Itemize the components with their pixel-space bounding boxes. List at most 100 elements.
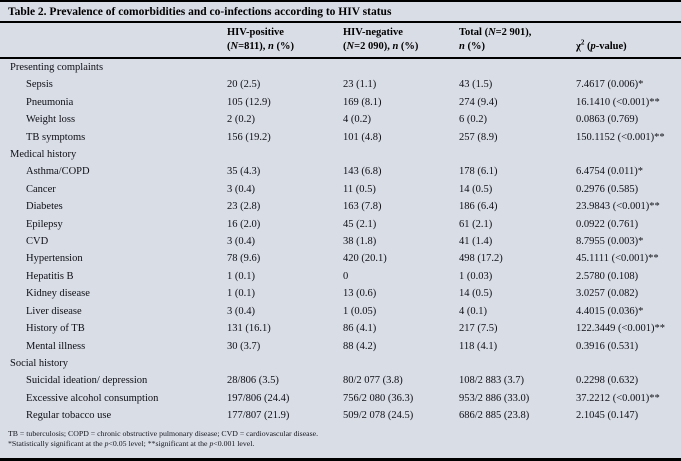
cell-hiv-positive: 30 (3.7) xyxy=(227,340,261,352)
cell-total: 14 (0.5) xyxy=(459,288,493,300)
cell-total: 4 (0.1) xyxy=(459,305,487,317)
cell-chi-square: 150.1152 (<0.001)** xyxy=(576,131,665,143)
section-row: Presenting complaints xyxy=(0,58,681,76)
cell-hiv-negative: 509/2 078 (24.5) xyxy=(343,410,414,422)
cell-chi-square: 23.9843 (<0.001)** xyxy=(576,201,660,213)
cell-hiv-positive: 177/807 (21.9) xyxy=(227,410,290,422)
row-label: Pneumonia xyxy=(26,96,74,108)
header-chi-square: χ2 (p-value) xyxy=(566,23,681,59)
table-row: Mental illness 30 (3.7) 88 (4.2) 118 (4.1) 0… xyxy=(0,338,681,355)
cell-chi-square: 4.4015 (0.036)* xyxy=(576,305,644,317)
cell-total: 6 (0.2) xyxy=(459,114,487,126)
cell-total: 186 (6.4) xyxy=(459,201,498,213)
row-label: Weight loss xyxy=(26,114,76,126)
section-label: Medical history xyxy=(10,149,77,161)
table-row: Regular tobacco use 177/807 (21.9) 509/2 0… xyxy=(0,407,681,424)
cell-hiv-negative: 1 (0.05) xyxy=(343,305,377,317)
cell-hiv-negative: 13 (0.6) xyxy=(343,288,377,300)
cell-total: 217 (7.5) xyxy=(459,323,498,335)
cell-total: 498 (17.2) xyxy=(459,253,503,265)
row-label: Excessive alcohol consumption xyxy=(26,392,159,404)
cell-hiv-positive: 131 (16.1) xyxy=(227,323,271,335)
row-label: Mental illness xyxy=(26,340,86,352)
footnote-abbreviations: TB = tuberculosis; COPD = chronic obstru… xyxy=(8,428,319,438)
cell-hiv-negative: 80/2 077 (3.8) xyxy=(343,375,403,387)
table-title: Table 2. Prevalence of comorbidities and… xyxy=(0,2,681,23)
row-label: Epilepsy xyxy=(26,218,63,230)
cell-chi-square: 0.0922 (0.761) xyxy=(576,218,639,230)
cell-total: 108/2 883 (3.7) xyxy=(459,375,525,387)
row-label: TB symptoms xyxy=(26,131,86,143)
table-row: Liver disease 3 (0.4) 1 (0.05) 4 (0.1) 4.401… xyxy=(0,303,681,320)
cell-hiv-negative: 23 (1.1) xyxy=(343,79,377,91)
cell-hiv-negative: 86 (4.1) xyxy=(343,323,377,335)
cell-total: 686/2 885 (23.8) xyxy=(459,410,530,422)
table-row: Pneumonia 105 (12.9) 169 (8.1) 274 (9.4) 16.… xyxy=(0,94,681,111)
table-footnotes: TB = tuberculosis; COPD = chronic obstru… xyxy=(0,425,681,450)
cell-total: 61 (2.1) xyxy=(459,218,493,230)
cell-chi-square: 2.1045 (0.147) xyxy=(576,410,639,422)
header-empty xyxy=(0,23,217,59)
cell-hiv-positive: 23 (2.8) xyxy=(227,201,261,213)
header-hiv-positive-line1: HIV-positive xyxy=(227,27,284,38)
table-row: Cancer 3 (0.4) 11 (0.5) 14 (0.5) 0.2976 (0.5… xyxy=(0,181,681,198)
cell-hiv-negative: 143 (6.8) xyxy=(343,166,382,178)
section-row: Medical history xyxy=(0,146,681,163)
header-total: Total (N=2 901), n (%) xyxy=(449,23,566,59)
cell-hiv-negative: 0 xyxy=(343,270,349,282)
table-row: Weight loss 2 (0.2) 4 (0.2) 6 (0.2) 0.0863 (… xyxy=(0,111,681,128)
section-row: Social history xyxy=(0,355,681,372)
cell-total: 178 (6.1) xyxy=(459,166,498,178)
row-label: Liver disease xyxy=(26,305,82,317)
cell-total: 43 (1.5) xyxy=(459,79,493,91)
row-label: History of TB xyxy=(26,323,85,335)
cell-hiv-positive: 156 (19.2) xyxy=(227,131,271,143)
cell-hiv-negative: 420 (20.1) xyxy=(343,253,387,265)
cell-hiv-positive: 1 (0.1) xyxy=(227,270,255,282)
cell-hiv-positive: 35 (4.3) xyxy=(227,166,261,178)
cell-hiv-positive: 3 (0.4) xyxy=(227,183,255,195)
cell-chi-square: 0.2298 (0.632) xyxy=(576,375,639,387)
table-row: CVD 3 (0.4) 38 (1.8) 41 (1.4) 8.7955 (0.003)… xyxy=(0,233,681,250)
cell-chi-square: 6.4754 (0.011)* xyxy=(576,166,643,178)
header-hiv-negative: HIV-negative (N=2 090), n (%) xyxy=(333,23,449,59)
cell-chi-square: 3.0257 (0.082) xyxy=(576,288,639,300)
row-label: Hepatitis B xyxy=(26,270,74,282)
cell-chi-square: 37.2212 (<0.001)** xyxy=(576,392,660,404)
cell-hiv-negative: 163 (7.8) xyxy=(343,201,382,213)
cell-hiv-positive: 3 (0.4) xyxy=(227,236,255,248)
cell-hiv-positive: 78 (9.6) xyxy=(227,253,261,265)
section-label: Social history xyxy=(10,357,69,369)
cell-hiv-positive: 105 (12.9) xyxy=(227,96,271,108)
cell-hiv-positive: 20 (2.5) xyxy=(227,79,261,91)
cell-total: 257 (8.9) xyxy=(459,131,498,143)
cell-hiv-positive: 16 (2.0) xyxy=(227,218,261,230)
row-label: Kidney disease xyxy=(26,288,90,300)
cell-chi-square: 8.7955 (0.003)* xyxy=(576,236,644,248)
table-row: Suicidal ideation/ depression 28/806 (3.5… xyxy=(0,372,681,389)
cell-total: 1 (0.03) xyxy=(459,270,493,282)
cell-chi-square: 2.5780 (0.108) xyxy=(576,270,639,282)
cell-total: 953/2 886 (33.0) xyxy=(459,392,530,404)
table-row: History of TB 131 (16.1) 86 (4.1) 217 (7.5)… xyxy=(0,320,681,337)
cell-hiv-positive: 197/806 (24.4) xyxy=(227,392,290,404)
cell-hiv-positive: 3 (0.4) xyxy=(227,305,255,317)
cell-hiv-positive: 1 (0.1) xyxy=(227,288,255,300)
cell-hiv-negative: 11 (0.5) xyxy=(343,183,376,195)
cell-hiv-negative: 88 (4.2) xyxy=(343,340,377,352)
cell-hiv-positive: 2 (0.2) xyxy=(227,114,255,126)
cell-chi-square: 0.3916 (0.531) xyxy=(576,340,639,352)
header-hiv-negative-line1: HIV-negative xyxy=(343,27,403,38)
row-label: Hypertension xyxy=(26,253,83,265)
table-row: Excessive alcohol consumption 197/806 (24… xyxy=(0,390,681,407)
table-row: Hepatitis B 1 (0.1) 0 1 (0.03) 2.5780 (0.108… xyxy=(0,268,681,285)
section-label: Presenting complaints xyxy=(10,62,104,73)
cell-hiv-negative: 101 (4.8) xyxy=(343,131,382,143)
cell-chi-square: 45.1111 (<0.001)** xyxy=(576,253,659,265)
cell-hiv-negative: 45 (2.1) xyxy=(343,218,377,230)
table-header: HIV-positive (N=811), n (%) HIV-negative… xyxy=(0,23,681,59)
chi-symbol: χ xyxy=(576,41,581,52)
row-label: Diabetes xyxy=(26,201,63,213)
cell-total: 14 (0.5) xyxy=(459,183,493,195)
cell-chi-square: 7.4617 (0.006)* xyxy=(576,79,644,91)
